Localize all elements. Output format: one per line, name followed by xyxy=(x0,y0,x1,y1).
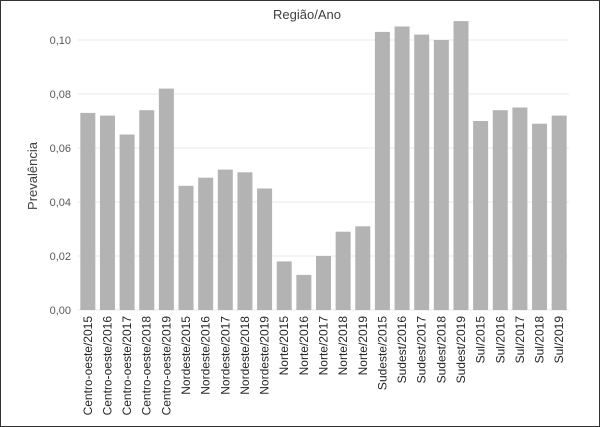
x-tick-label: Nordeste/2015 xyxy=(179,316,193,395)
x-tick-label: Sul/2016 xyxy=(493,316,507,364)
bar xyxy=(257,188,273,310)
bar xyxy=(453,21,469,310)
bar xyxy=(316,256,331,310)
y-tick-labels: 0,00 0,02 0,04 0,06 0,08 0,10 xyxy=(50,35,71,317)
x-tick-label: Centro-oeste/2019 xyxy=(159,316,173,416)
bar xyxy=(178,185,194,310)
x-tick-label: Sul/2018 xyxy=(533,316,547,364)
bar xyxy=(374,31,390,311)
x-tick-labels: Centro-oeste/2015 Centro-oeste/2016 Centro… xyxy=(81,316,566,416)
y-tick-label: 0,02 xyxy=(50,251,71,263)
x-tick-label: Nordeste/2018 xyxy=(238,316,252,395)
x-tick-label: Sudest/2016 xyxy=(395,316,409,384)
x-tick-label: Sudest/2018 xyxy=(434,316,448,384)
y-tick-label: 0,08 xyxy=(50,89,71,101)
bar xyxy=(512,107,528,310)
y-axis-label: Prevalência xyxy=(25,141,40,210)
bars xyxy=(80,21,567,311)
bar xyxy=(355,226,371,310)
bar xyxy=(217,169,233,310)
bar xyxy=(335,231,351,310)
bar xyxy=(394,26,410,310)
x-tick-label: Norte/2017 xyxy=(317,316,331,376)
bar xyxy=(99,115,115,310)
x-tick-label: Norte/2018 xyxy=(336,316,350,376)
x-tick-label: Sul/2017 xyxy=(513,316,527,364)
x-tick-label: Sudest/2017 xyxy=(415,316,429,384)
bar xyxy=(80,112,96,311)
bar xyxy=(473,121,489,310)
x-tick-label: Sudeste/2015 xyxy=(375,316,389,390)
bar xyxy=(139,110,155,310)
bar xyxy=(492,110,508,310)
x-tick-label: Sudest/2019 xyxy=(454,316,468,384)
x-tick-label: Sul/2019 xyxy=(552,316,566,364)
chart-title: Região/Ano xyxy=(273,7,341,22)
x-tick-label: Norte/2019 xyxy=(356,316,370,376)
bar xyxy=(414,34,430,310)
x-tick-label: Centro-oeste/2015 xyxy=(81,316,95,416)
bar xyxy=(276,261,292,310)
bar xyxy=(198,177,214,310)
bar xyxy=(532,123,548,310)
y-tick-label: 0,04 xyxy=(50,197,71,209)
x-tick-label: Norte/2016 xyxy=(297,316,311,376)
bar xyxy=(296,274,312,310)
x-tick-label: Nordeste/2019 xyxy=(258,316,272,395)
bar xyxy=(237,172,253,310)
y-tick-label: 0,00 xyxy=(50,305,71,317)
y-tick-label: 0,10 xyxy=(50,35,71,47)
bar xyxy=(433,40,449,310)
x-tick-label: Nordeste/2017 xyxy=(218,316,232,395)
x-tick-label: Centro-oeste/2016 xyxy=(100,316,114,416)
bar xyxy=(119,134,135,310)
x-tick-label: Nordeste/2016 xyxy=(199,316,213,395)
bar xyxy=(158,88,174,310)
x-tick-label: Sul/2015 xyxy=(474,316,488,364)
x-tick-label: Centro-oeste/2017 xyxy=(120,316,134,416)
x-tick-label: Centro-oeste/2018 xyxy=(140,316,154,416)
bar xyxy=(551,115,567,310)
y-tick-label: 0,06 xyxy=(50,143,71,155)
x-tick-label: Norte/2015 xyxy=(277,316,291,376)
